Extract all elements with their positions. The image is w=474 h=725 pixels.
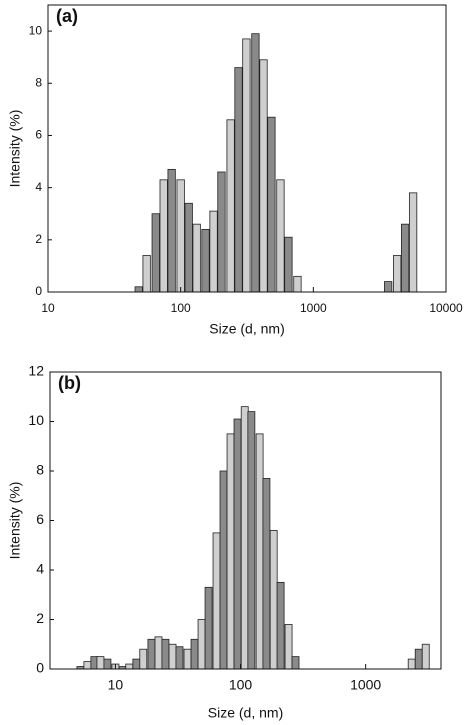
bar: [291, 656, 300, 670]
y-tick-label: 10: [28, 412, 44, 428]
bar: [154, 636, 163, 670]
bar: [414, 648, 423, 670]
bar: [247, 411, 256, 670]
bar: [151, 213, 160, 293]
y-axis-label: Intensity (%): [7, 110, 23, 188]
x-axis-label: Size (d, nm): [208, 705, 283, 721]
bar: [226, 119, 235, 293]
bar: [234, 67, 243, 293]
y-tick-label: 12: [28, 363, 44, 379]
bar: [276, 179, 285, 293]
y-tick-label: 0: [35, 284, 42, 298]
y-tick-label: 2: [35, 232, 42, 246]
x-tick-label: 10000: [429, 301, 463, 315]
bar: [255, 433, 264, 670]
bar: [393, 255, 402, 293]
bar: [142, 255, 151, 293]
bar: [407, 658, 416, 670]
bar: [125, 663, 134, 670]
bar: [401, 223, 410, 293]
bar: [204, 586, 213, 670]
bar: [251, 33, 260, 293]
bar: [192, 223, 201, 293]
bar: [161, 638, 170, 670]
y-tick-label: 8: [36, 462, 44, 478]
y-tick-label: 8: [35, 75, 42, 89]
y-axis-label: Intensity (%): [7, 482, 23, 560]
bar: [201, 228, 210, 293]
y-tick-label: 4: [35, 180, 42, 194]
bar: [132, 658, 141, 670]
x-axis-label: Size (d, nm): [209, 321, 284, 337]
y-tick-label: 6: [36, 511, 44, 527]
bar: [139, 648, 148, 670]
bar: [421, 643, 430, 670]
bar: [269, 530, 278, 670]
x-tick-label: 10: [41, 301, 55, 315]
panel-label: (a): [56, 6, 78, 26]
bar: [226, 433, 235, 670]
bar: [147, 638, 156, 670]
bar: [293, 275, 302, 293]
bar: [209, 210, 218, 293]
bar: [175, 646, 184, 670]
x-tick-label: 1000: [350, 677, 381, 693]
bar: [276, 581, 285, 670]
bar: [168, 643, 177, 670]
bar: [233, 418, 242, 670]
bar: [96, 656, 105, 670]
bar: [176, 179, 185, 293]
y-tick-label: 6: [35, 128, 42, 142]
bar: [103, 658, 112, 670]
plot-frame: [47, 4, 447, 293]
bar: [212, 532, 221, 670]
bar: [408, 192, 418, 293]
x-tick-label: 100: [171, 301, 191, 315]
x-tick-label: 1000: [300, 301, 327, 315]
bar: [167, 168, 176, 293]
bar: [83, 661, 92, 670]
bar: [262, 478, 271, 670]
bar: [267, 116, 276, 293]
bar: [284, 236, 293, 293]
y-tick-label: 2: [36, 610, 44, 626]
bar: [242, 38, 251, 293]
y-tick-label: 4: [36, 561, 44, 577]
bar: [197, 619, 206, 670]
bar: [240, 406, 249, 670]
bar: [384, 281, 393, 293]
bar: [184, 202, 193, 293]
bar: [259, 59, 268, 293]
panel-label: (b): [58, 373, 81, 393]
bar: [190, 638, 199, 670]
bar: [217, 171, 226, 293]
bar: [134, 286, 143, 293]
y-tick-label: 0: [36, 660, 44, 676]
y-tick-label: 10: [29, 23, 43, 37]
bar: [183, 648, 192, 670]
x-tick-label: 10: [108, 677, 124, 693]
bar: [159, 179, 168, 293]
x-tick-label: 100: [229, 677, 253, 693]
bar: [284, 624, 293, 670]
bar: [219, 470, 228, 670]
